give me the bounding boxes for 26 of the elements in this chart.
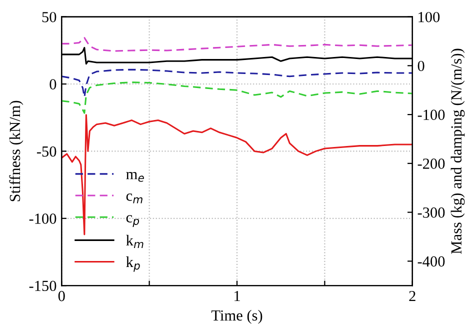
- legend-label: k$_{p}$: [126, 256, 140, 272]
- y2-tick-label: 100: [418, 12, 440, 22]
- x-tick-label: 0: [58, 290, 65, 302]
- y-axis-title: Stiffness (kN/m): [9, 100, 24, 202]
- line-series: [62, 82, 412, 114]
- y2-axis-title: Mass (kg) and damping (N/(m/s)): [450, 48, 465, 254]
- x-axis-title: Time (s): [211, 310, 262, 324]
- legend-label: m$_{e}$: [126, 172, 144, 182]
- x-tick-label: 1: [234, 290, 240, 302]
- y-tick-label: -150: [29, 280, 56, 292]
- y2-tick-label: -200: [418, 158, 445, 169]
- y2-tick-label: -100: [418, 110, 445, 120]
- y2-tick-label: 0: [418, 60, 424, 72]
- line-series: [62, 114, 412, 236]
- legend-label: c$_{m}$: [126, 194, 142, 204]
- y2-tick-label: -400: [418, 256, 445, 267]
- line-series: [62, 68, 412, 98]
- y-tick-label: 0: [50, 79, 56, 90]
- y-tick-label: 50: [42, 12, 56, 22]
- y-tick-label: -100: [29, 214, 56, 224]
- y-tick-label: -50: [36, 146, 56, 157]
- line-series: [62, 37, 412, 52]
- legend-label: k$_{m}$: [126, 234, 144, 248]
- x-tick-label: 2: [409, 290, 416, 302]
- legend-label: c$_{p}$: [126, 215, 140, 228]
- y2-tick-label: -300: [418, 207, 445, 218]
